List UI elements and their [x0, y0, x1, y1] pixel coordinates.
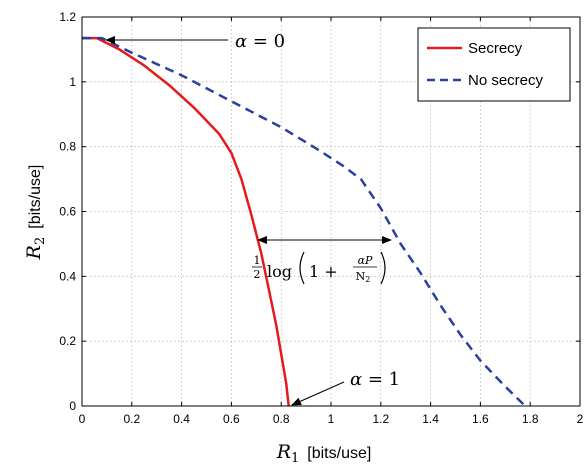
y-axis-unit: [bits/use] [27, 165, 44, 229]
legend-label-secrecy: Secrecy [468, 40, 523, 57]
svg-text:αP: αP [358, 254, 373, 267]
svg-text:1: 1 [254, 254, 261, 267]
y-axis-sub: 2 [33, 237, 48, 245]
y-tick-label: 0.8 [59, 140, 76, 154]
svg-text:N2: N2 [356, 270, 371, 284]
plot-frame [81, 16, 581, 407]
series [82, 36, 527, 407]
y-axis-var: R [23, 245, 45, 260]
x-tick-label: 1.4 [422, 412, 439, 426]
y-tick-label: 0.6 [59, 205, 76, 219]
y-tick-label: 0 [69, 399, 76, 413]
y-tick-label: 0.4 [59, 269, 76, 283]
x-ticks: 0 0.2 0.4 0.6 0.8 1 1.2 1.4 1.6 1.8 2 [79, 17, 584, 426]
x-axis-unit: [bits/use] [307, 445, 371, 462]
x-axis-label: R1 [bits/use] [276, 441, 372, 466]
x-tick-label: 1.6 [472, 412, 489, 426]
x-tick-label: 0.6 [223, 412, 240, 426]
y-axis-label: R2 [bits/use] [23, 165, 48, 261]
x-axis-sub: 1 [291, 451, 299, 466]
x-tick-label: 1 [328, 412, 335, 426]
gap-formula: 1 2 log 1 + αP N2 [252, 251, 386, 285]
x-axis-var: R [276, 441, 291, 463]
svg-text:1 +: 1 + [309, 262, 338, 281]
series-line-no-secrecy [82, 36, 527, 407]
legend-box [417, 27, 571, 102]
y-tick-label: 0.2 [59, 334, 76, 348]
y-ticks: 0 0.2 0.4 0.6 0.8 1 1.2 [59, 10, 580, 413]
svg-text:log: log [267, 262, 292, 281]
legend-label-no-secrecy: No secrecy [468, 72, 544, 89]
x-tick-label: 0.8 [273, 412, 290, 426]
x-tick-label: 2 [577, 412, 584, 426]
alpha0-label: α = 0 [235, 31, 285, 52]
x-tick-label: 1.8 [522, 412, 539, 426]
y-tick-label: 1.2 [59, 10, 76, 24]
legend: Secrecy No secrecy [417, 27, 571, 102]
x-tick-label: 1.2 [372, 412, 389, 426]
y-tick-label: 1 [69, 75, 76, 89]
x-tick-label: 0.2 [123, 412, 140, 426]
alpha1-label: α = 1 [350, 369, 400, 390]
series-line-secrecy [82, 36, 290, 407]
x-tick-label: 0 [79, 412, 86, 426]
x-tick-label: 0.4 [173, 412, 190, 426]
alpha1-arrow [291, 381, 345, 406]
svg-text:2: 2 [254, 268, 261, 281]
